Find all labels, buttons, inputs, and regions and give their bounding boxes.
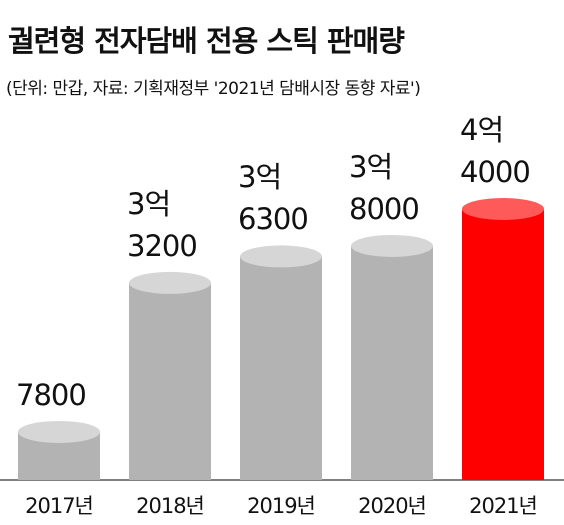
value-label: 7800 bbox=[16, 377, 87, 412]
bar-top bbox=[351, 234, 433, 257]
bar bbox=[462, 209, 544, 480]
x-tick-label: 2019년 bbox=[247, 494, 316, 518]
bar bbox=[240, 256, 322, 480]
bar-top bbox=[462, 198, 544, 220]
chart-title: 궐련형 전자담배 전용 스틱 판매량 bbox=[8, 24, 405, 58]
bar bbox=[129, 282, 211, 480]
value-label: 3억 8000 bbox=[349, 149, 420, 226]
bar-top bbox=[129, 271, 211, 294]
value-label: 3억 3200 bbox=[127, 186, 198, 263]
x-tick-label: 2020년 bbox=[358, 494, 427, 518]
x-tick-label: 2018년 bbox=[136, 494, 205, 518]
bar-top bbox=[240, 245, 322, 268]
bar bbox=[351, 245, 433, 480]
value-label: 4억 4000 bbox=[460, 113, 531, 189]
x-tick-label: 2017년 bbox=[25, 494, 94, 518]
x-tick-label: 2021년 bbox=[469, 494, 538, 518]
bar-top bbox=[18, 420, 100, 443]
value-label: 3억 6300 bbox=[238, 160, 309, 237]
chart-subtitle: (단위: 만갑, 자료: 기획재정부 '2021년 담배시장 동향 자료') bbox=[6, 79, 421, 99]
